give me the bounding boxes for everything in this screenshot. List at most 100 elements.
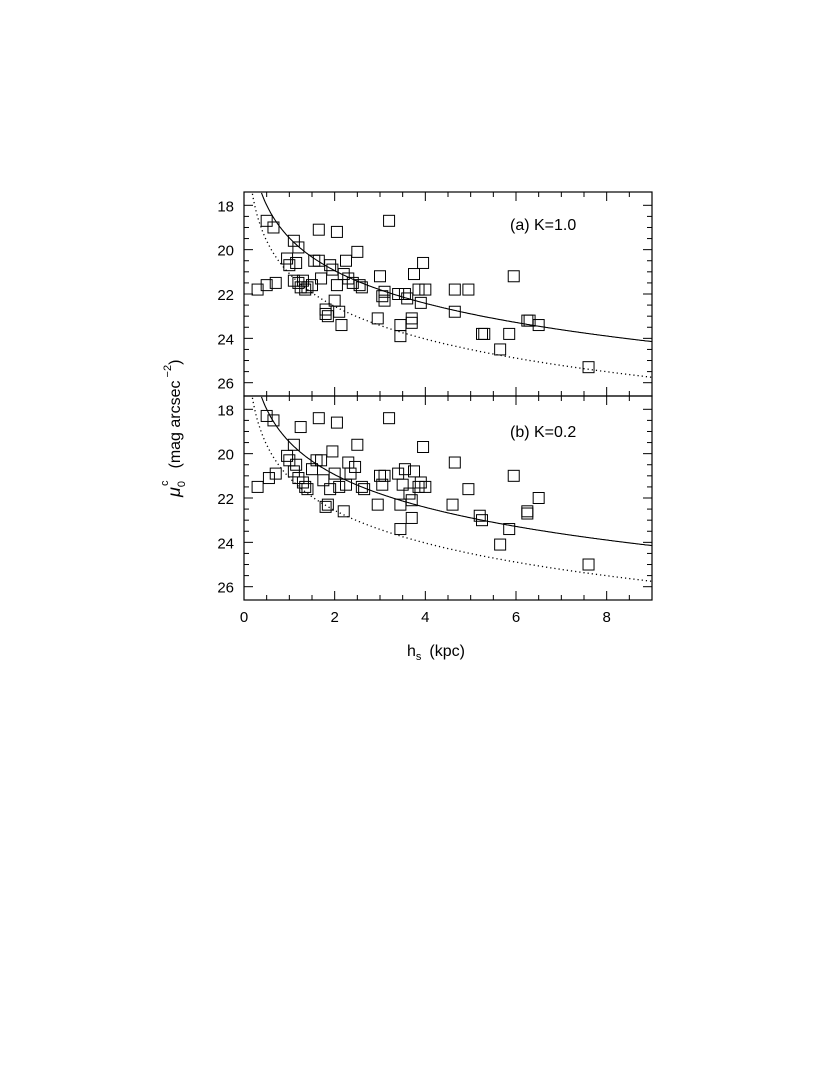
- panel-b-data-point: [398, 463, 411, 476]
- panel-b-data-point: [328, 467, 341, 480]
- panel-b-data-point: [301, 483, 314, 496]
- panel-a-y-tick-label: 24: [217, 331, 234, 348]
- panel-a-data-point: [398, 288, 411, 300]
- panel-a-data-point: [287, 274, 300, 287]
- panel-b-data-point: [405, 511, 418, 524]
- panel-b-dotted-curve: [251, 397, 653, 582]
- panel-a-data-point: [296, 274, 309, 287]
- panel-b-data-point: [321, 498, 334, 511]
- panel-a-data-point: [269, 276, 282, 289]
- panel-a-data-point: [315, 272, 328, 285]
- x-tick-label: 6: [512, 609, 520, 626]
- panel-a-data-point: [337, 268, 350, 281]
- panel-a-data-point: [292, 276, 305, 289]
- panel-b-data-point: [351, 438, 364, 451]
- panel-b-data-point: [287, 465, 300, 478]
- panel-a-data-point: [448, 283, 461, 296]
- panel-a-data-point: [260, 279, 273, 292]
- panel-b-data-point: [394, 523, 407, 536]
- panel-a-data-point: [401, 292, 414, 305]
- panel-a-y-tick-label: 26: [217, 376, 234, 393]
- panel-b-data-point: [294, 421, 307, 434]
- panel-b-data-point: [262, 472, 275, 485]
- panel-b-data-point: [296, 476, 309, 489]
- y-axis-superscript: c: [159, 480, 171, 486]
- panel-a-y-tick-label: 18: [217, 198, 234, 215]
- x-axis-title: hs (kpc): [407, 643, 465, 663]
- panel-b-data-point: [306, 463, 318, 476]
- panel-a-data-point: [532, 319, 545, 332]
- panel-a-data-point: [312, 254, 325, 267]
- panel-b-data-point: [376, 478, 389, 491]
- panel-b-data-point: [251, 480, 264, 493]
- panel-a-data-point: [503, 327, 516, 340]
- x-axis-symbol: h: [407, 643, 416, 660]
- panel-a-data-point: [476, 327, 488, 340]
- panel-a-data-point: [340, 254, 352, 267]
- panel-a-data-point: [523, 314, 536, 327]
- panel-a-data-point: [324, 259, 337, 272]
- panel-a-data-point: [419, 283, 432, 296]
- panel-b-data-point: [378, 469, 391, 482]
- panel-b-data-point: [342, 456, 355, 469]
- panel-a-data-point: [312, 223, 325, 236]
- panel-b-y-tick-label: 24: [217, 535, 234, 552]
- panel-b-frame: [243, 395, 653, 601]
- panel-b-data-point: [405, 494, 418, 507]
- x-axis-subscript: s: [416, 651, 422, 663]
- y-axis-subscript: 0: [176, 481, 188, 487]
- panel-b-data-point: [281, 449, 294, 462]
- panel-a-data-point: [355, 281, 368, 294]
- panel-a-dotted-curve: [251, 193, 653, 378]
- panel-a-data-point: [412, 283, 425, 296]
- panel-a-data-point: [448, 305, 461, 318]
- panel-b-data-point: [494, 538, 507, 551]
- panel-b-data-point: [337, 505, 350, 518]
- panel-a-y-tick-label: 20: [217, 243, 234, 260]
- panel-b-data-point: [521, 505, 534, 518]
- panel-b-data-point: [419, 480, 432, 493]
- panel-a-data-point: [267, 221, 280, 234]
- panel-a-y-tick-label: 22: [217, 287, 234, 304]
- panel-a-data-point: [417, 256, 430, 269]
- panel-a-data-point: [292, 241, 305, 254]
- panel-a-data-point: [281, 252, 294, 265]
- panel-b-data-point: [358, 483, 371, 496]
- panel-b-data-point: [582, 558, 595, 571]
- panel-a-data-point: [287, 234, 300, 247]
- panel-b-data-point: [283, 454, 296, 467]
- panel-b-data-point: [349, 460, 362, 473]
- panel-a-data-point: [351, 245, 364, 258]
- x-tick-label: 0: [240, 609, 248, 626]
- panel-b-data-point: [319, 500, 332, 513]
- panel-a-data-point: [321, 310, 334, 323]
- panel-a-data-point: [374, 270, 386, 283]
- panel-b-data-point: [333, 480, 346, 493]
- panel-b-data-point: [383, 412, 396, 425]
- panel-a-data-point: [251, 283, 264, 296]
- panel-b-data-point: [326, 445, 339, 458]
- panel-b-data-point: [448, 456, 461, 469]
- panel-a-data-point: [376, 290, 389, 303]
- panel-a-data-point: [414, 296, 427, 309]
- panel-a-data-point: [408, 268, 420, 281]
- panel-b-y-tick-label: 22: [217, 491, 234, 508]
- panel-b-data-point: [340, 478, 352, 491]
- panel-b-data-point: [324, 483, 337, 496]
- panel-b-data-point: [403, 487, 416, 500]
- y-axis-title: μ0c (mag arcsec −2): [159, 360, 188, 498]
- panel-b-data-point: [317, 474, 330, 487]
- panel-b-data-point: [532, 492, 545, 504]
- x-tick-label: 8: [602, 609, 610, 626]
- panel-a-data-point: [346, 276, 359, 289]
- panel-b-data-point: [312, 412, 325, 425]
- panel-a-data-point: [392, 288, 405, 300]
- panel-b-data-point: [315, 454, 328, 467]
- panel-b-data-point: [299, 480, 312, 493]
- panel-a-data-point: [507, 270, 520, 283]
- panel-b-data-point: [355, 480, 368, 493]
- panel-b-data-point: [330, 416, 343, 429]
- panel-b-data-point: [473, 509, 486, 522]
